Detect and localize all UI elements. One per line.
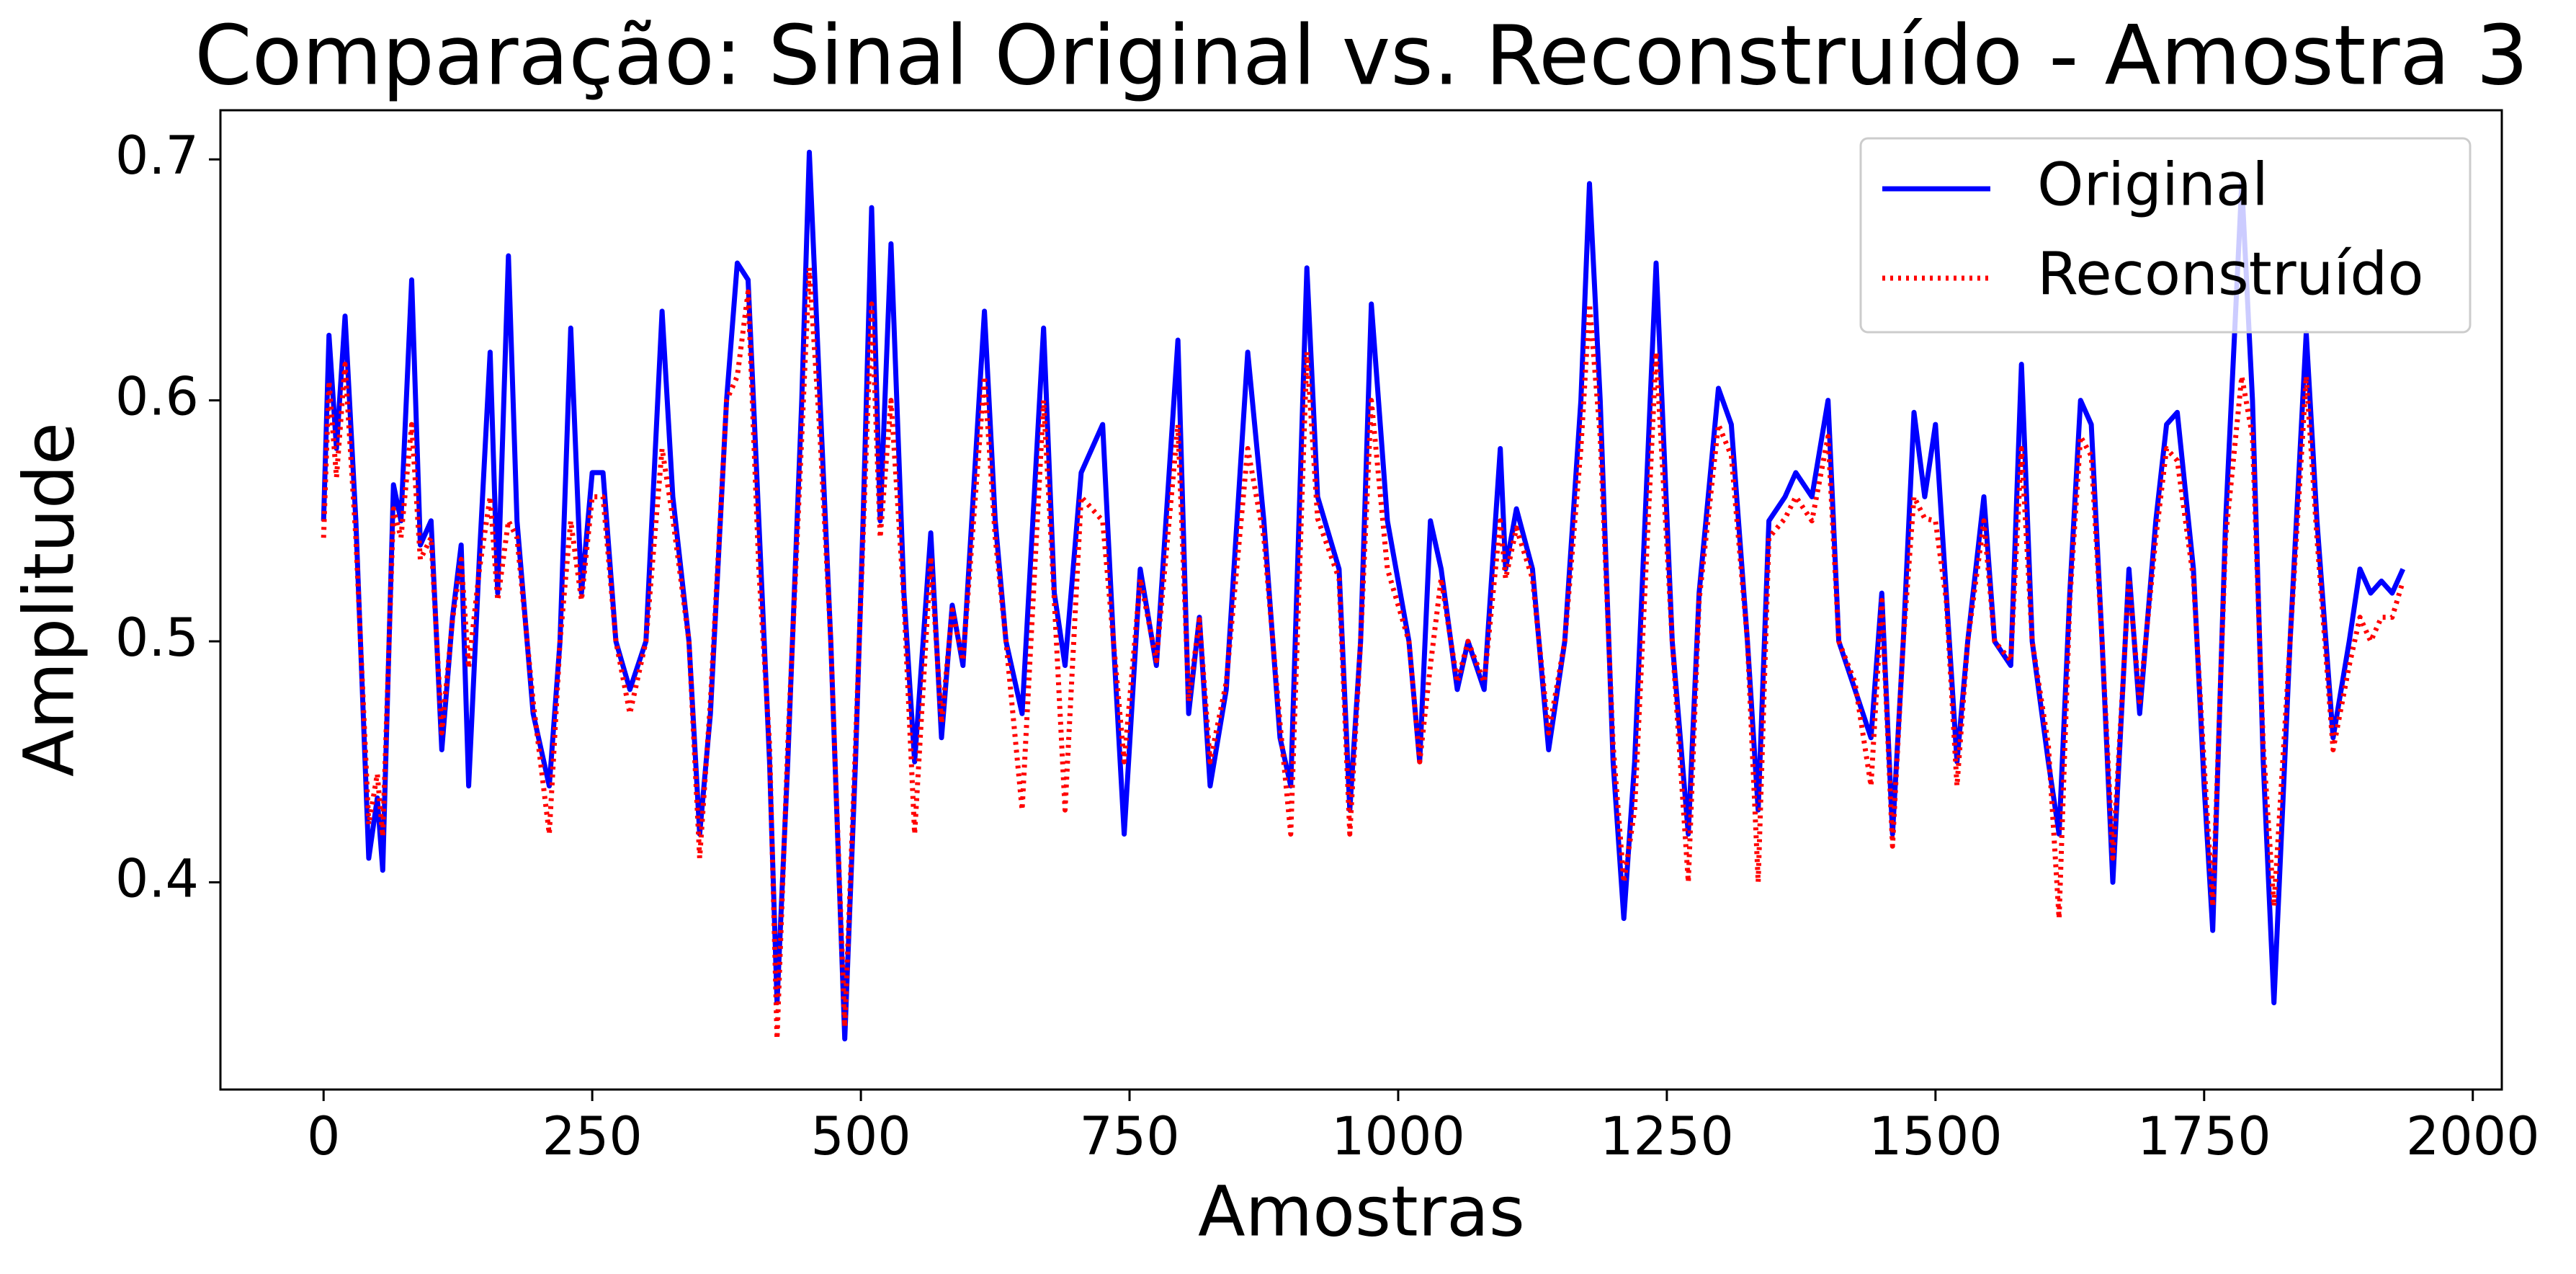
legend-label: Original (2037, 151, 2268, 219)
x-axis-label: Amostras (1198, 1171, 1525, 1252)
x-tick-label: 1750 (2137, 1106, 2271, 1167)
y-tick-label: 0.7 (115, 125, 199, 187)
x-tick-label: 750 (1079, 1106, 1179, 1167)
x-tick-label: 1250 (1600, 1106, 1734, 1167)
y-tick-label: 0.6 (115, 367, 199, 428)
x-tick-label: 0 (307, 1106, 340, 1167)
x-tick-label: 2000 (2406, 1106, 2540, 1167)
chart-title: Comparação: Sinal Original vs. Reconstru… (194, 7, 2528, 103)
plot-frame (219, 109, 2503, 1091)
x-tick-label: 1500 (1869, 1106, 2003, 1167)
x-tick-label: 500 (810, 1106, 911, 1167)
y-tick-label: 0.5 (115, 607, 199, 669)
legend-box (1859, 137, 2472, 334)
series-line (321, 149, 2405, 1042)
legend-label: Reconstruído (2037, 240, 2424, 308)
y-axis-label: Amplitude (9, 422, 89, 777)
y-tick-label: 0.4 (115, 848, 199, 909)
x-tick-label: 1000 (1331, 1106, 1465, 1167)
series-line (321, 265, 2406, 1042)
x-tick-label: 250 (542, 1106, 642, 1167)
plot-area (321, 149, 2406, 1042)
